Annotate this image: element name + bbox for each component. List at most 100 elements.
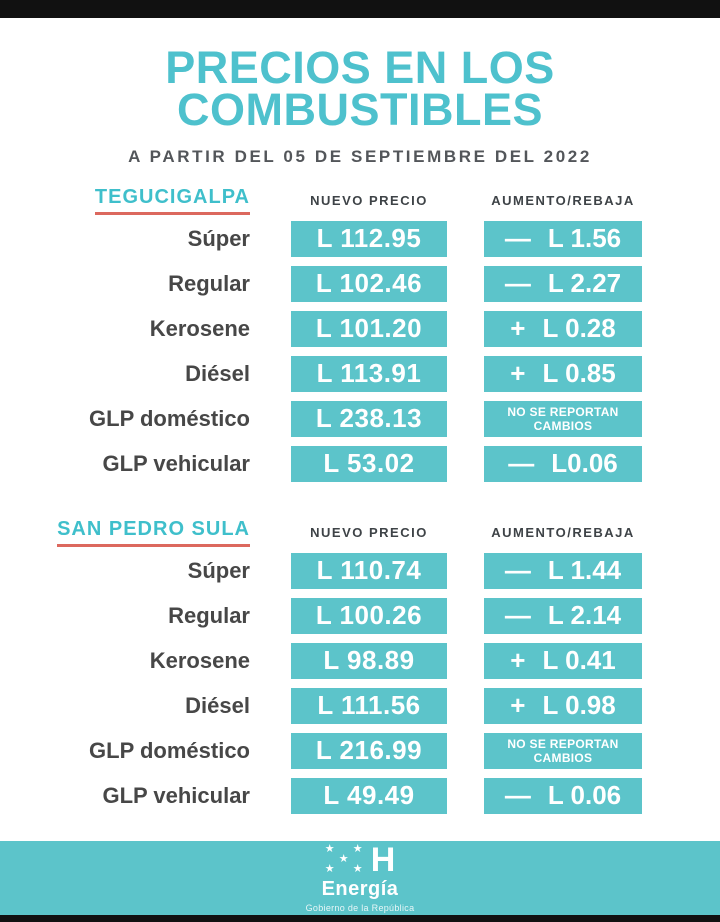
logo-letter-h: H: [370, 840, 396, 879]
table-row: Súper L 112.95 — L 1.56: [0, 220, 720, 257]
price-value: L 113.91: [316, 358, 422, 389]
change-amount: L 0.85: [542, 358, 616, 389]
price-box: L 101.20: [291, 310, 447, 347]
fuel-label: Diésel: [185, 692, 250, 718]
table-row: Diésel L 111.56 + L 0.98: [0, 687, 720, 724]
government-logo: ★ ★ ★ ★ ★ H: [325, 843, 396, 877]
fuel-label: GLP vehicular: [102, 450, 250, 476]
no-change-note: NO SE REPORTAN CAMBIOS: [507, 736, 619, 765]
star-icon: ★: [352, 843, 363, 855]
fuel-label: GLP doméstico: [89, 737, 250, 763]
change-sign: +: [510, 690, 526, 721]
city-name: TEGUCIGALPA: [94, 186, 250, 215]
price-box: L 102.46: [291, 265, 447, 302]
price-box: L 112.95: [291, 220, 447, 257]
change-amount: L0.06: [551, 448, 618, 479]
fuel-label: Regular: [168, 602, 250, 628]
change-amount: L 2.27: [547, 268, 622, 299]
price-value: L 216.99: [315, 735, 423, 766]
table-row: Regular L 100.26 — L 2.14: [0, 597, 720, 634]
no-change-note: NO SE REPORTAN CAMBIOS: [507, 404, 619, 433]
column-header-change: AUMENTO/REBAJA: [491, 192, 635, 208]
change-box: — L 0.06: [484, 777, 642, 814]
price-value: L 102.46: [315, 268, 423, 299]
brand-tagline: Gobierno de la República: [305, 903, 415, 913]
change-box: NO SE REPORTAN CAMBIOS: [484, 400, 642, 437]
change-sign: —: [504, 223, 531, 254]
change-amount: L 0.98: [542, 690, 616, 721]
column-header-new-price: NUEVO PRECIO: [310, 192, 428, 208]
change-box: — L 1.44: [484, 552, 642, 589]
price-value: L 110.74: [316, 555, 422, 586]
section-header: TEGUCIGALPA NUEVO PRECIO AUMENTO/REBAJA: [0, 186, 720, 215]
table-row: GLP doméstico L 238.13 NO SE REPORTAN CAM…: [0, 400, 720, 437]
column-header-new-price: NUEVO PRECIO: [310, 524, 428, 540]
brand-name: Energía: [321, 878, 399, 900]
table-row: GLP vehicular L 53.02 — L0.06: [0, 445, 720, 482]
price-value: L 49.49: [323, 780, 415, 811]
fuel-label: Diésel: [185, 360, 250, 386]
table-row: Regular L 102.46 — L 2.27: [0, 265, 720, 302]
change-box: + L 0.98: [484, 687, 642, 724]
price-box: L 111.56: [291, 687, 447, 724]
star-icon: ★: [352, 863, 363, 875]
change-box: + L 0.85: [484, 355, 642, 392]
change-box: NO SE REPORTAN CAMBIOS: [484, 732, 642, 769]
section-san-pedro-sula: SAN PEDRO SULA NUEVO PRECIO AUMENTO/REBA…: [0, 518, 720, 814]
star-icon: ★: [324, 843, 335, 855]
section-header: SAN PEDRO SULA NUEVO PRECIO AUMENTO/REBA…: [0, 518, 720, 547]
price-box: L 216.99: [291, 732, 447, 769]
rows: Súper L 110.74 — L 1.44 Regular L 100.26 …: [0, 552, 720, 814]
table-row: Kerosene L 101.20 + L 0.28: [0, 310, 720, 347]
column-header-change: AUMENTO/REBAJA: [491, 524, 635, 540]
top-black-bar: [0, 0, 720, 18]
bottom-black-bar: [0, 915, 720, 922]
star-icon: ★: [324, 863, 335, 875]
fuel-label: Súper: [187, 225, 250, 251]
page-title: PRECIOS EN LOS COMBUSTIBLES: [0, 42, 720, 132]
change-sign: +: [510, 645, 526, 676]
fuel-label: Regular: [168, 270, 250, 296]
price-box: L 113.91: [291, 355, 447, 392]
fuel-label: GLP vehicular: [102, 782, 250, 808]
effective-date-subtitle: A PARTIR DEL 05 DE SEPTIEMBRE DEL 2022: [128, 146, 592, 166]
star-icon: ★: [338, 853, 349, 865]
change-sign: —: [504, 600, 531, 631]
fuel-label: GLP doméstico: [89, 405, 250, 431]
change-box: + L 0.41: [484, 642, 642, 679]
price-value: L 111.56: [317, 690, 421, 721]
change-sign: —: [504, 780, 531, 811]
change-amount: L 1.56: [547, 223, 622, 254]
price-box: L 100.26: [291, 597, 447, 634]
price-value: L 112.95: [316, 223, 422, 254]
price-box: L 49.49: [291, 777, 447, 814]
price-value: L 100.26: [315, 600, 423, 631]
fuel-label: Kerosene: [149, 315, 250, 341]
change-amount: L 1.44: [547, 555, 622, 586]
price-value: L 101.20: [315, 313, 423, 344]
change-box: — L 1.56: [484, 220, 642, 257]
price-box: L 98.89: [291, 642, 447, 679]
change-box: — L0.06: [484, 445, 642, 482]
content-area: PRECIOS EN LOS COMBUSTIBLES A PARTIR DEL…: [0, 18, 720, 841]
fuel-label: Kerosene: [149, 647, 250, 673]
price-box: L 53.02: [291, 445, 447, 482]
city-name: SAN PEDRO SULA: [57, 518, 250, 547]
table-row: Kerosene L 98.89 + L 0.41: [0, 642, 720, 679]
change-sign: +: [510, 313, 526, 344]
table-row: GLP vehicular L 49.49 — L 0.06: [0, 777, 720, 814]
change-box: + L 0.28: [484, 310, 642, 347]
price-value: L 53.02: [323, 448, 415, 479]
table-row: Diésel L 113.91 + L 0.85: [0, 355, 720, 392]
section-tegucigalpa: TEGUCIGALPA NUEVO PRECIO AUMENTO/REBAJA …: [0, 186, 720, 482]
table-row: GLP doméstico L 216.99 NO SE REPORTAN CAM…: [0, 732, 720, 769]
change-box: — L 2.27: [484, 265, 642, 302]
change-amount: L 0.06: [547, 780, 622, 811]
change-sign: —: [508, 448, 535, 479]
change-box: — L 2.14: [484, 597, 642, 634]
fuel-label: Súper: [187, 557, 250, 583]
page-title-line1: PRECIOS EN LOS: [165, 42, 555, 93]
change-sign: +: [510, 358, 526, 389]
change-sign: —: [504, 555, 531, 586]
